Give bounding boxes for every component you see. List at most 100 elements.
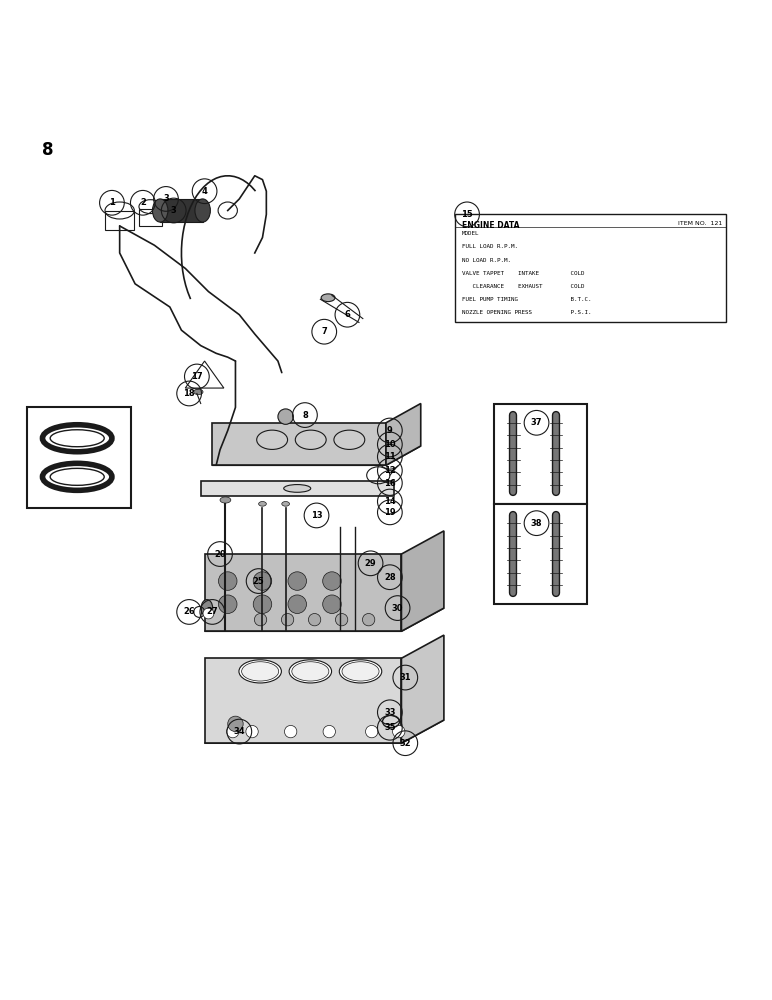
Ellipse shape [289,660,332,683]
Text: 11: 11 [384,452,396,461]
Ellipse shape [282,502,290,506]
Text: 2: 2 [140,198,146,207]
Bar [494,403,587,504]
Text: 8: 8 [302,411,308,420]
Ellipse shape [195,199,210,222]
Text: 28: 28 [384,573,396,582]
Text: 4: 4 [201,187,208,196]
Text: ITEM NO.  121: ITEM NO. 121 [678,221,722,226]
Circle shape [245,725,258,738]
Ellipse shape [292,662,329,681]
Ellipse shape [334,430,364,449]
Circle shape [323,725,335,738]
Ellipse shape [321,294,335,302]
Text: CLEARANCE    EXHAUST        COLD: CLEARANCE EXHAUST COLD [462,284,584,289]
Text: 8: 8 [42,141,54,159]
Polygon shape [401,531,444,631]
Circle shape [288,595,306,613]
Text: 27: 27 [206,607,218,616]
Ellipse shape [201,600,212,617]
Polygon shape [401,635,444,743]
Text: 6: 6 [344,310,350,319]
Text: 9: 9 [387,426,393,435]
Text: 1: 1 [109,198,115,207]
Ellipse shape [259,502,266,506]
Text: 7: 7 [321,327,327,336]
Ellipse shape [284,485,310,492]
Text: 31: 31 [399,673,411,682]
Ellipse shape [239,660,282,683]
Text: 29: 29 [364,559,377,568]
Text: 26: 26 [183,607,195,616]
Text: 17: 17 [191,372,203,381]
Text: 19: 19 [384,508,396,517]
Text: 12: 12 [384,466,396,475]
Circle shape [288,572,306,590]
Polygon shape [205,608,444,631]
Polygon shape [212,423,386,465]
Ellipse shape [194,389,203,395]
Text: 32: 32 [399,739,411,748]
Circle shape [323,572,341,590]
Circle shape [281,613,293,626]
Bar [494,504,587,604]
Text: 15: 15 [461,210,473,219]
Text: 13: 13 [310,511,323,520]
Circle shape [203,608,214,619]
Text: ENGINE DATA: ENGINE DATA [462,221,519,230]
Text: 30: 30 [392,604,403,613]
Circle shape [323,595,341,613]
Circle shape [278,409,293,424]
Text: MODEL: MODEL [462,231,479,236]
Polygon shape [212,446,421,465]
Text: 10: 10 [384,440,396,449]
Text: 25: 25 [252,577,265,586]
Circle shape [218,595,237,613]
Polygon shape [205,658,401,743]
Bar [455,214,726,322]
Bar [139,209,162,226]
Circle shape [253,572,272,590]
Text: 35: 35 [384,723,396,732]
Circle shape [254,613,266,626]
Circle shape [228,716,243,732]
Text: NOZZLE OPENING PRESS           P.S.I.: NOZZLE OPENING PRESS P.S.I. [462,310,591,315]
Circle shape [309,613,321,626]
Ellipse shape [342,662,379,681]
Polygon shape [205,720,444,743]
Bar [105,211,134,230]
Ellipse shape [339,660,381,683]
Circle shape [218,572,237,590]
Text: FULL LOAD R.P.M.: FULL LOAD R.P.M. [462,244,518,249]
Ellipse shape [295,430,326,449]
Ellipse shape [220,497,231,503]
Text: 33: 33 [384,708,395,717]
Circle shape [392,725,405,738]
Circle shape [253,595,272,613]
Text: VALVE TAPPET    INTAKE         COLD: VALVE TAPPET INTAKE COLD [462,271,584,276]
Ellipse shape [152,199,168,222]
Circle shape [284,725,296,738]
Ellipse shape [256,430,287,449]
Text: 3: 3 [163,194,169,203]
Text: NO LOAD R.P.M.: NO LOAD R.P.M. [462,258,510,263]
Polygon shape [386,403,421,465]
Circle shape [366,725,378,738]
Text: 14: 14 [384,497,396,506]
Text: FUEL PUMP TIMING               B.T.C.: FUEL PUMP TIMING B.T.C. [462,297,591,302]
Text: 20: 20 [214,550,226,559]
Bar [27,407,131,508]
Circle shape [227,725,239,738]
Circle shape [363,613,375,626]
Text: 37: 37 [531,418,542,427]
Text: 38: 38 [531,519,542,528]
Polygon shape [160,199,202,222]
Bar [201,481,394,496]
Polygon shape [205,554,401,631]
Text: 18: 18 [183,389,195,398]
Text: 3: 3 [171,206,177,215]
Circle shape [335,613,347,626]
Text: 34: 34 [233,727,245,736]
Ellipse shape [242,662,279,681]
Text: 16: 16 [384,479,396,488]
